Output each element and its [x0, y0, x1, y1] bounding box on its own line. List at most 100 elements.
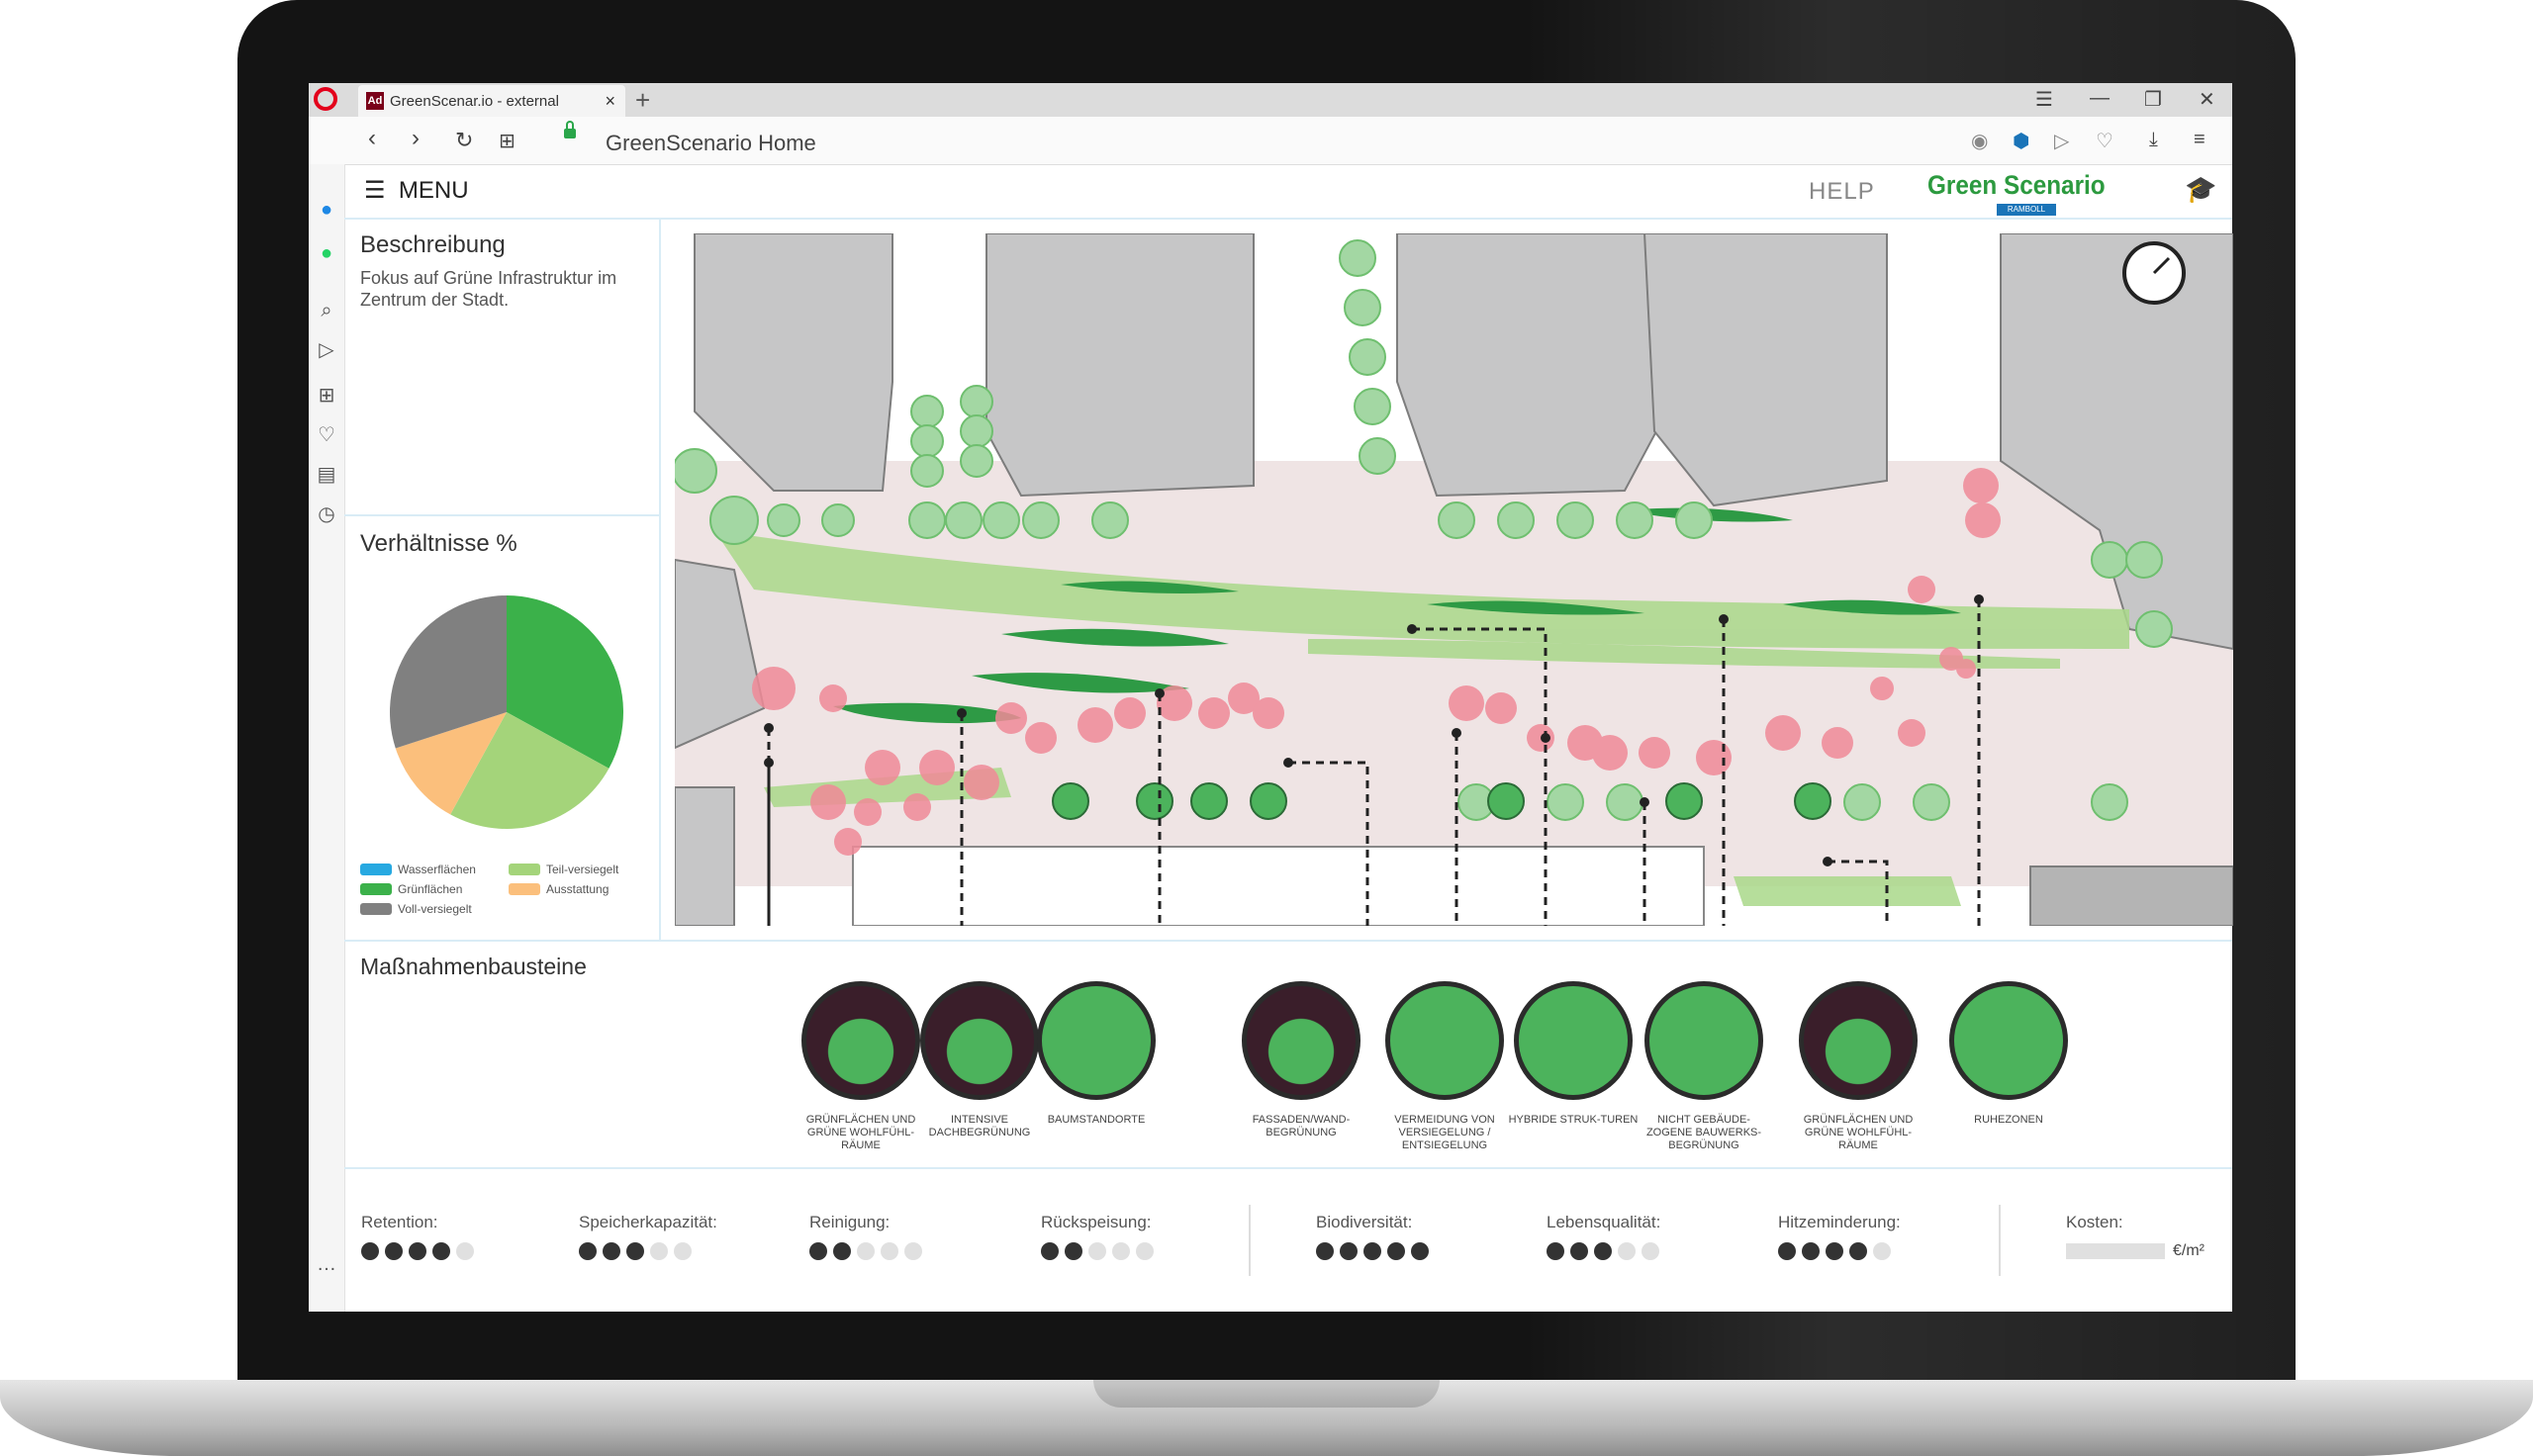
site-plan-map[interactable]: [675, 233, 2233, 926]
camera-icon[interactable]: ◉: [1971, 131, 1989, 152]
rating-label: Rückspeisung:: [1041, 1213, 1152, 1231]
forward-icon[interactable]: ›: [412, 125, 420, 151]
more-icon[interactable]: …: [317, 1253, 336, 1275]
measure-item[interactable]: Baumstandorte: [1027, 981, 1166, 1127]
measure-item[interactable]: Intensive Dachbegrünung: [910, 981, 1049, 1139]
rating-dots: [809, 1242, 922, 1260]
greenscenario-app: ☰ MENU HELP Green Scenario RAMBOLL 🎓: [344, 164, 2232, 1312]
measure-label: Nicht gebäude-zogene Bauwerks-begrünung: [1645, 1114, 1762, 1151]
measure-icon: [1799, 981, 1918, 1100]
adblock-icon[interactable]: ⬢: [2013, 131, 2030, 152]
rating-dot: [1065, 1242, 1082, 1260]
rating-label: Reinigung:: [809, 1213, 891, 1231]
measure-item[interactable]: Grünflächen und grüne Wohlfühl-räume: [1789, 981, 1927, 1152]
rating-item: Hitzeminderung:: [1778, 1213, 1901, 1260]
address-bar: ‹ › ↻ ⊞ GreenScenario Home ◉ ⬢ ▷ ♡ ⤓ ≡: [309, 117, 2232, 165]
tab-menu-icon[interactable]: ☰: [2035, 89, 2053, 111]
cost-rating: Kosten: €/m²: [2066, 1213, 2205, 1260]
lower-buildings: [852, 846, 1705, 926]
description-title: Beschreibung: [360, 231, 506, 258]
legend-label: Wasserflächen: [398, 863, 476, 876]
new-tab-icon[interactable]: +: [635, 85, 651, 115]
back-icon[interactable]: ‹: [368, 125, 376, 151]
rating-dot: [1570, 1242, 1588, 1260]
red-trees: [752, 468, 2001, 856]
measure-icon: [1644, 981, 1763, 1100]
measure-item[interactable]: Nicht gebäude-zogene Bauwerks-begrünung: [1635, 981, 1773, 1152]
graduation-cap-icon[interactable]: 🎓: [2185, 174, 2217, 204]
rating-dot: [1112, 1242, 1130, 1260]
legend-swatch: [509, 883, 540, 895]
rating-dot: [1136, 1242, 1154, 1260]
send-icon[interactable]: ▷: [2054, 131, 2070, 152]
measure-item[interactable]: Grünflächen und grüne Wohlfühl-räume: [792, 981, 930, 1152]
measure-label: Hybride Struk-turen: [1508, 1114, 1639, 1126]
minimize-icon[interactable]: —: [2090, 87, 2110, 109]
rating-dot: [1547, 1242, 1564, 1260]
laptop-notch: [1093, 1380, 1440, 1408]
legend-item: Voll-versiegelt: [360, 902, 472, 916]
rating-dot: [1594, 1242, 1612, 1260]
rating-dot: [833, 1242, 851, 1260]
rating-dot: [1411, 1242, 1429, 1260]
restore-icon[interactable]: ❐: [2144, 89, 2162, 111]
speed-dial-icon[interactable]: ⊞: [318, 385, 335, 407]
leader-lines: [767, 599, 1981, 926]
browser-tab[interactable]: Ad GreenScenar.io - external ×: [358, 85, 625, 117]
measure-item[interactable]: Ruhezonen: [1939, 981, 2078, 1127]
measure-item[interactable]: Hybride Struk-turen: [1504, 981, 1642, 1127]
measure-item[interactable]: Fassaden/Wand-begrünung: [1232, 981, 1370, 1139]
easy-setup-icon[interactable]: ≡: [2194, 129, 2205, 150]
rating-dot: [579, 1242, 597, 1260]
measure-icon: [1037, 981, 1156, 1100]
legend-item: Teil-versiegelt: [509, 863, 618, 876]
ratios-title: Verhältnisse %: [360, 530, 517, 557]
rating-dot: [1340, 1242, 1358, 1260]
measure-icon: [1949, 981, 2068, 1100]
buildings: [675, 233, 2233, 926]
logo-text: Green Scenario: [1927, 170, 2106, 200]
history-clock-icon[interactable]: ◷: [318, 503, 335, 525]
tab-close-icon[interactable]: ×: [605, 90, 615, 111]
divider: [344, 940, 2232, 942]
trees: [675, 239, 2173, 821]
rating-dot: [857, 1242, 875, 1260]
send-icon[interactable]: ▷: [319, 339, 334, 361]
rating-dot: [674, 1242, 692, 1260]
heart-icon[interactable]: ♡: [2096, 131, 2113, 152]
rating-dot: [650, 1242, 668, 1260]
help-button[interactable]: HELP: [1809, 178, 1875, 205]
window-close-icon[interactable]: ✕: [2199, 89, 2215, 111]
cost-bar: [2066, 1242, 2165, 1259]
speed-dial-icon[interactable]: ⊞: [499, 131, 516, 152]
rating-item: Biodiversität:: [1316, 1213, 1429, 1260]
legend-swatch: [360, 864, 392, 875]
opera-logo-icon[interactable]: [314, 87, 337, 111]
rating-label: Lebensqualität:: [1547, 1213, 1661, 1231]
download-icon[interactable]: ⤓: [2149, 129, 2158, 150]
menu-button[interactable]: ☰ MENU: [364, 177, 469, 204]
whatsapp-icon[interactable]: ●: [320, 242, 333, 264]
tab-title: GreenScenar.io - external: [390, 92, 559, 110]
rating-dot: [1778, 1242, 1796, 1260]
legend-label: Grünflächen: [398, 882, 463, 896]
rating-dot: [1618, 1242, 1636, 1260]
bookmarks-heart-icon[interactable]: ♡: [318, 424, 335, 446]
reload-icon[interactable]: ↻: [455, 128, 474, 152]
rating-dots: [1778, 1242, 1901, 1260]
messenger-icon[interactable]: ●: [320, 199, 333, 221]
rating-dot: [1088, 1242, 1106, 1260]
measure-label: Vermeidung von Versiegelung / Entsiegelu…: [1394, 1114, 1495, 1151]
legend-swatch: [509, 864, 540, 875]
rating-label: Speicherkapazität:: [579, 1213, 717, 1231]
url-field[interactable]: GreenScenario Home: [606, 131, 816, 155]
rating-dots: [1547, 1242, 1660, 1260]
legend-item: Wasserflächen: [360, 863, 476, 876]
rating-item: Speicherkapazität:: [579, 1213, 717, 1260]
news-icon[interactable]: ▤: [317, 464, 336, 486]
rating-label: Biodiversität:: [1316, 1213, 1413, 1231]
legend-swatch: [360, 903, 392, 915]
measure-item[interactable]: Vermeidung von Versiegelung / Entsiegelu…: [1375, 981, 1514, 1152]
search-icon[interactable]: ⌕: [321, 300, 332, 321]
legend-label: Teil-versiegelt: [546, 863, 619, 876]
